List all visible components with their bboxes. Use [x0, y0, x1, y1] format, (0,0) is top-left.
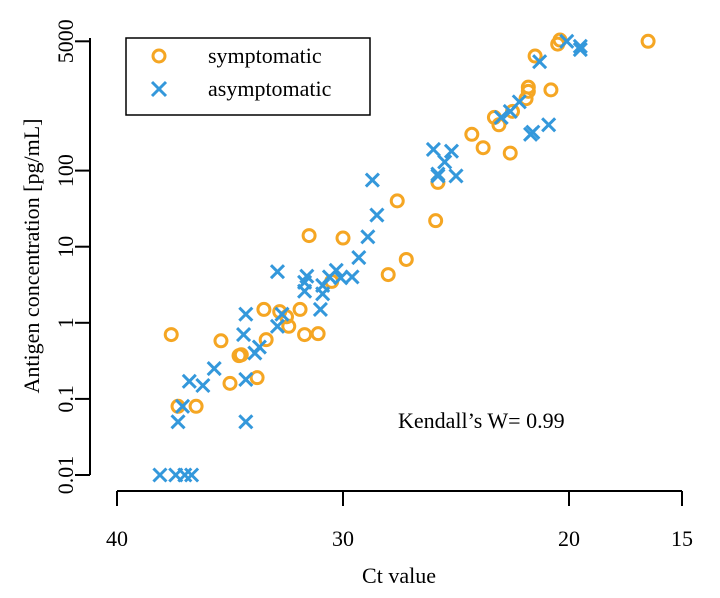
legend-box [125, 37, 371, 116]
data-point-asymptomatic [299, 268, 315, 284]
data-point-symptomatic [301, 228, 317, 244]
data-point-asymptomatic [360, 229, 376, 245]
data-point-asymptomatic [235, 327, 252, 343]
data-point-asymptomatic [170, 414, 186, 430]
data-point-symptomatic [380, 267, 396, 283]
data-point-asymptomatic [369, 207, 385, 223]
legend-symptomatic-label: symptomatic [208, 43, 322, 68]
data-point-symptomatic [188, 398, 204, 414]
x-ticks: 40 30 20 15 [106, 491, 693, 551]
data-point-asymptomatic [448, 168, 464, 184]
data-point-asymptomatic [559, 33, 575, 49]
data-point-asymptomatic [206, 361, 222, 377]
data-point-asymptomatic [177, 467, 193, 483]
legend-asymptomatic-marker [150, 80, 168, 98]
data-point-asymptomatic [541, 117, 557, 133]
data-point-asymptomatic [312, 301, 328, 317]
data-point-asymptomatic [425, 141, 441, 157]
legend: symptomatic asymptomatic [125, 37, 371, 116]
data-point-asymptomatic [238, 306, 254, 322]
kendall-annotation: Kendall’s W= 0.99 [398, 408, 565, 433]
data-point-asymptomatic [430, 166, 446, 182]
data-point-asymptomatic [532, 54, 548, 70]
data-point-symptomatic [213, 333, 229, 349]
data-point-asymptomatic [328, 262, 344, 278]
data-point-asymptomatic [195, 377, 211, 394]
data-point-symptomatic [249, 370, 265, 386]
y-tick-label: 10 [53, 236, 78, 258]
data-points [152, 32, 656, 483]
x-tick-label: 20 [558, 526, 580, 551]
data-point-symptomatic [163, 327, 179, 343]
x-tick-label: 30 [332, 526, 354, 551]
data-point-asymptomatic [181, 373, 197, 389]
legend-asymptomatic-label: asymptomatic [208, 76, 332, 101]
data-point-asymptomatic [251, 339, 267, 355]
data-point-asymptomatic [344, 269, 360, 285]
data-point-asymptomatic [511, 94, 527, 110]
data-point-symptomatic [520, 79, 536, 95]
data-point-symptomatic [389, 193, 405, 209]
data-point-symptomatic [297, 327, 313, 343]
data-point-asymptomatic [269, 264, 286, 280]
data-point-symptomatic [335, 230, 351, 246]
data-point-asymptomatic [351, 249, 367, 266]
data-point-asymptomatic [184, 467, 200, 483]
data-point-symptomatic [428, 213, 444, 229]
data-point-asymptomatic [572, 38, 588, 54]
data-point-symptomatic [464, 126, 480, 142]
legend-symptomatic-marker [151, 48, 167, 64]
data-point-symptomatic [222, 375, 238, 391]
data-point-asymptomatic [525, 124, 541, 140]
data-point-symptomatic [475, 140, 491, 156]
y-tick-label: 0.01 [53, 456, 78, 495]
x-axis-title: Ct value [362, 563, 436, 588]
data-point-symptomatic [640, 33, 656, 49]
data-point-symptomatic [543, 82, 559, 98]
data-point-asymptomatic [152, 467, 168, 483]
y-tick-label: 0.1 [53, 385, 78, 413]
y-tick-label: 5000 [53, 19, 78, 63]
data-point-asymptomatic [274, 306, 290, 322]
x-tick-label: 40 [106, 526, 128, 551]
data-point-asymptomatic [238, 414, 254, 430]
data-point-asymptomatic [493, 109, 509, 125]
data-point-asymptomatic [238, 371, 254, 388]
data-point-asymptomatic [174, 398, 191, 414]
data-point-asymptomatic [269, 318, 286, 334]
y-ticks: 0.01 0.1 1 10 100 5000 [53, 19, 90, 494]
data-point-symptomatic [398, 251, 414, 267]
y-axis-title: Antigen concentration [pg/mL] [19, 119, 44, 394]
data-point-asymptomatic [437, 154, 453, 170]
data-point-symptomatic [233, 347, 249, 363]
axes [89, 38, 682, 492]
data-point-symptomatic [292, 301, 308, 317]
data-point-symptomatic [310, 326, 326, 342]
data-point-symptomatic [258, 332, 274, 348]
data-point-symptomatic [502, 145, 518, 161]
x-tick-label: 15 [671, 526, 693, 551]
data-point-asymptomatic [364, 172, 380, 188]
y-tick-label: 1 [53, 317, 78, 328]
data-point-asymptomatic [443, 143, 460, 159]
data-point-asymptomatic [572, 41, 588, 58]
data-point-symptomatic [527, 48, 543, 64]
y-tick-label: 100 [53, 154, 78, 187]
data-point-symptomatic [256, 301, 272, 317]
